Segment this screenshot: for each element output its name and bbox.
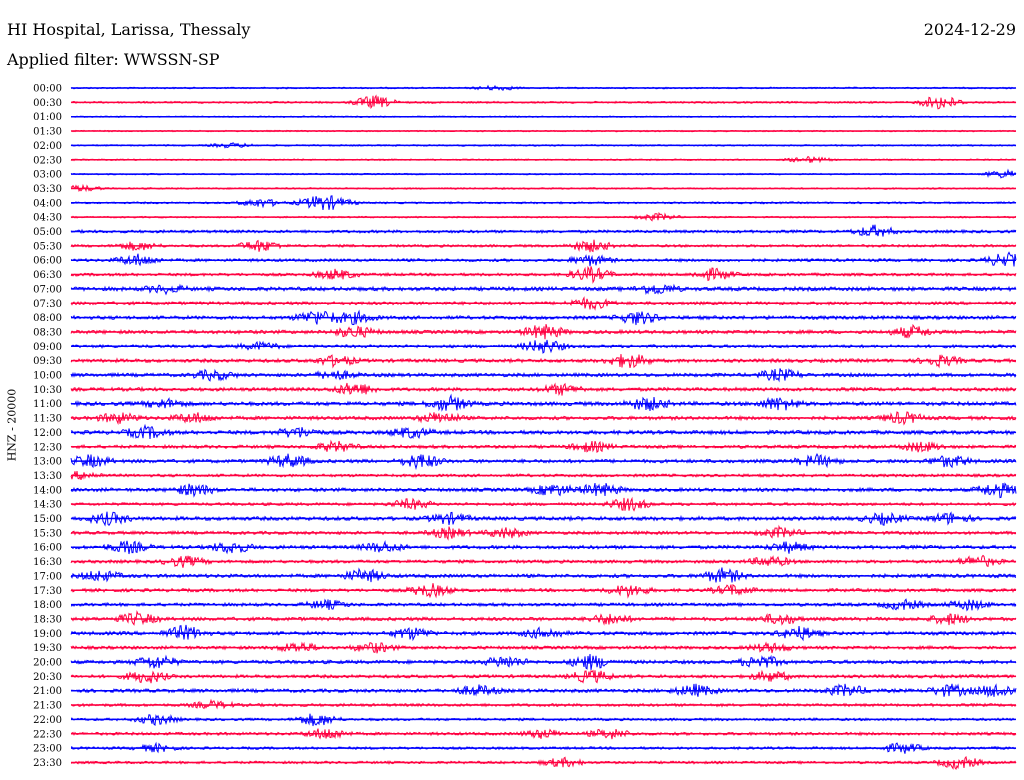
time-label: 15:30: [33, 528, 62, 539]
time-label: 09:30: [33, 356, 62, 367]
time-label: 03:00: [33, 170, 62, 181]
time-label: 09:00: [33, 342, 62, 353]
trace-2100: [70, 683, 1017, 698]
time-label: 11:00: [33, 399, 62, 410]
time-label: 11:30: [33, 414, 62, 425]
time-label: 02:30: [33, 155, 62, 166]
time-label: 20:30: [33, 672, 62, 683]
time-label: 07:30: [33, 299, 62, 310]
time-label: 01:00: [33, 112, 62, 123]
time-label: 12:00: [33, 428, 62, 439]
time-label: 05:00: [33, 227, 62, 238]
time-label: 17:30: [33, 586, 62, 597]
filter-label: Applied filter: WWSSN-SP: [7, 50, 220, 69]
station-title: HI Hospital, Larissa, Thessaly: [7, 20, 251, 39]
time-label: 06:00: [33, 256, 62, 267]
time-label: 08:00: [33, 313, 62, 324]
time-label: 18:30: [33, 614, 62, 625]
time-label: 22:30: [33, 729, 62, 740]
record-date: 2024-12-29: [923, 20, 1016, 39]
time-label: 17:00: [33, 571, 62, 582]
time-label: 16:30: [33, 557, 62, 568]
time-label: 16:00: [33, 543, 62, 554]
time-label: 14:00: [33, 485, 62, 496]
time-label: 15:00: [33, 514, 62, 525]
time-label: 00:30: [33, 98, 62, 109]
time-label: 14:30: [33, 500, 62, 511]
time-label: 01:30: [33, 127, 62, 138]
time-label: 12:30: [33, 442, 62, 453]
time-label: 04:30: [33, 213, 62, 224]
time-label: 00:00: [33, 84, 62, 95]
time-label: 13:00: [33, 457, 62, 468]
time-label: 07:00: [33, 284, 62, 295]
time-label: 10:30: [33, 385, 62, 396]
time-label: 18:00: [33, 600, 62, 611]
trace-1900: [70, 624, 1017, 642]
time-label: 04:00: [33, 198, 62, 209]
trace-1700: [70, 567, 1017, 583]
trace-0600: [70, 251, 1017, 267]
time-label: 02:00: [33, 141, 62, 152]
time-label: 20:00: [33, 658, 62, 669]
time-label: 08:30: [33, 327, 62, 338]
time-label: 03:30: [33, 184, 62, 195]
time-label: 23:00: [33, 744, 62, 755]
time-label: 21:00: [33, 686, 62, 697]
time-label: 10:00: [33, 371, 62, 382]
trace-0500: [70, 224, 1017, 237]
time-label: 13:30: [33, 471, 62, 482]
time-label: 19:00: [33, 629, 62, 640]
time-label: 06:30: [33, 270, 62, 281]
trace-0700: [70, 283, 1017, 296]
time-label: 23:30: [33, 758, 62, 769]
time-label: 22:00: [33, 715, 62, 726]
time-label: 19:30: [33, 643, 62, 654]
time-label: 21:30: [33, 701, 62, 712]
time-label: 05:30: [33, 241, 62, 252]
